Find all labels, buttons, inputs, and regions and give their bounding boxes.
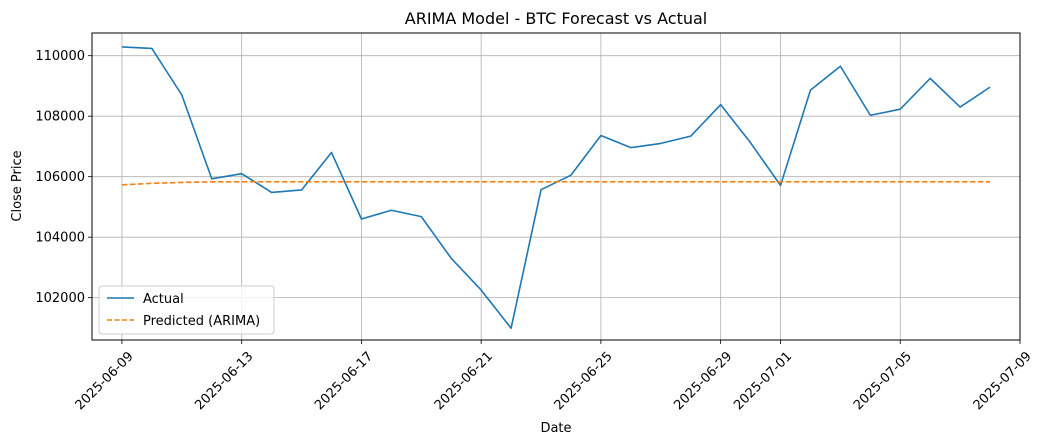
plot-frame bbox=[91, 32, 1021, 341]
x-axis-title: Date bbox=[540, 421, 571, 436]
legend-label-predicted: Predicted (ARIMA) bbox=[143, 314, 260, 329]
y-axis-title: Close Price bbox=[10, 150, 25, 221]
y-tick-label: 102000 bbox=[35, 291, 85, 306]
y-tick-label: 108000 bbox=[35, 110, 85, 125]
y-tick-label: 104000 bbox=[35, 231, 85, 246]
legend-label-actual: Actual bbox=[143, 292, 184, 307]
legend-box bbox=[98, 285, 275, 335]
chart-title: ARIMA Model - BTC Forecast vs Actual bbox=[405, 9, 707, 28]
y-tick-label: 106000 bbox=[35, 170, 85, 185]
series-layer bbox=[121, 46, 991, 330]
legend: Actual Predicted (ARIMA) bbox=[98, 285, 275, 335]
y-tick-label: 110000 bbox=[35, 49, 85, 64]
series-line-predicted bbox=[121, 181, 991, 186]
